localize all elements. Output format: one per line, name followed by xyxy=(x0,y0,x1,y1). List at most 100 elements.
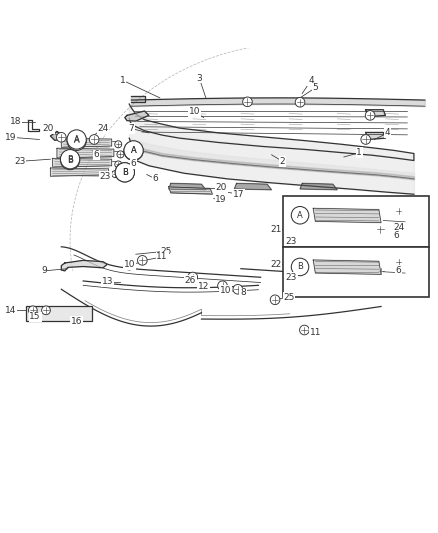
Text: 1: 1 xyxy=(356,148,362,157)
Polygon shape xyxy=(234,183,272,190)
Text: 23: 23 xyxy=(286,237,297,246)
Circle shape xyxy=(115,161,122,168)
Circle shape xyxy=(60,150,80,169)
Circle shape xyxy=(291,206,309,224)
Text: 22: 22 xyxy=(270,260,282,269)
Text: 7: 7 xyxy=(128,124,134,133)
Text: B: B xyxy=(122,168,128,177)
Text: 21: 21 xyxy=(270,225,282,234)
Polygon shape xyxy=(313,260,381,274)
Polygon shape xyxy=(61,260,107,271)
Circle shape xyxy=(291,258,309,276)
Text: 19: 19 xyxy=(5,133,17,142)
Circle shape xyxy=(395,207,403,215)
Text: 6: 6 xyxy=(396,265,402,274)
Text: 12: 12 xyxy=(198,282,209,290)
Text: 6: 6 xyxy=(393,231,399,240)
Text: 25: 25 xyxy=(283,293,295,302)
Text: B: B xyxy=(67,155,73,164)
Circle shape xyxy=(365,110,375,120)
Circle shape xyxy=(124,141,143,160)
Text: 11: 11 xyxy=(310,328,321,337)
Text: 1: 1 xyxy=(120,76,126,85)
Text: 4: 4 xyxy=(385,128,390,138)
Text: 10: 10 xyxy=(220,286,231,295)
Text: B: B xyxy=(122,168,128,177)
Circle shape xyxy=(375,224,385,234)
Circle shape xyxy=(115,163,134,182)
Text: 11: 11 xyxy=(156,252,168,261)
Text: 17: 17 xyxy=(233,190,244,199)
Text: 13: 13 xyxy=(102,277,113,286)
Text: 6: 6 xyxy=(131,159,137,168)
Polygon shape xyxy=(50,168,109,176)
Text: 23: 23 xyxy=(286,273,297,282)
Text: 8: 8 xyxy=(240,288,246,297)
Circle shape xyxy=(138,255,147,265)
Text: 5: 5 xyxy=(312,83,318,92)
Bar xyxy=(283,247,429,297)
Text: 24: 24 xyxy=(393,223,404,231)
Circle shape xyxy=(67,130,86,149)
Polygon shape xyxy=(366,133,385,140)
Text: 20: 20 xyxy=(215,183,227,192)
Text: 6: 6 xyxy=(93,150,99,159)
Text: 24: 24 xyxy=(97,124,109,133)
Text: 3: 3 xyxy=(196,74,202,83)
Circle shape xyxy=(57,133,66,142)
Text: 23: 23 xyxy=(99,172,111,181)
Text: 14: 14 xyxy=(5,306,17,315)
Polygon shape xyxy=(300,183,337,190)
Circle shape xyxy=(115,163,134,182)
Text: 16: 16 xyxy=(71,317,82,326)
Polygon shape xyxy=(313,208,381,223)
Text: 4: 4 xyxy=(308,76,314,85)
Circle shape xyxy=(295,98,305,107)
Circle shape xyxy=(117,151,124,158)
Text: A: A xyxy=(297,211,303,220)
Text: A: A xyxy=(131,147,137,155)
Circle shape xyxy=(233,285,243,294)
Text: 6: 6 xyxy=(152,174,159,183)
Circle shape xyxy=(243,97,252,107)
Text: 25: 25 xyxy=(161,247,172,256)
Circle shape xyxy=(112,171,119,177)
Circle shape xyxy=(361,135,371,144)
Text: 26: 26 xyxy=(185,276,196,285)
Text: A: A xyxy=(74,135,80,144)
Circle shape xyxy=(218,281,227,290)
Text: 19: 19 xyxy=(215,196,227,205)
Polygon shape xyxy=(169,187,212,194)
Bar xyxy=(283,197,429,247)
Polygon shape xyxy=(61,138,112,147)
Circle shape xyxy=(395,258,403,266)
Polygon shape xyxy=(57,148,114,158)
Circle shape xyxy=(124,260,134,270)
Polygon shape xyxy=(129,104,414,160)
Text: 18: 18 xyxy=(10,117,21,126)
Text: 23: 23 xyxy=(14,157,25,166)
Circle shape xyxy=(60,150,80,169)
Circle shape xyxy=(67,131,86,150)
Circle shape xyxy=(300,325,309,335)
Text: 10: 10 xyxy=(189,107,201,116)
Circle shape xyxy=(28,306,37,314)
Circle shape xyxy=(115,141,122,148)
Circle shape xyxy=(376,266,386,276)
Text: 15: 15 xyxy=(29,312,41,321)
Circle shape xyxy=(42,306,50,314)
Polygon shape xyxy=(50,132,64,140)
Text: A: A xyxy=(131,146,137,155)
Polygon shape xyxy=(131,96,145,102)
Bar xyxy=(26,306,92,321)
Text: A: A xyxy=(74,136,80,146)
Text: B: B xyxy=(297,262,303,271)
Text: 20: 20 xyxy=(42,124,54,133)
Circle shape xyxy=(188,272,198,282)
Circle shape xyxy=(89,135,99,144)
Text: 9: 9 xyxy=(41,266,47,276)
Circle shape xyxy=(270,295,280,304)
Circle shape xyxy=(124,141,143,160)
Polygon shape xyxy=(169,183,206,190)
Polygon shape xyxy=(53,158,112,167)
